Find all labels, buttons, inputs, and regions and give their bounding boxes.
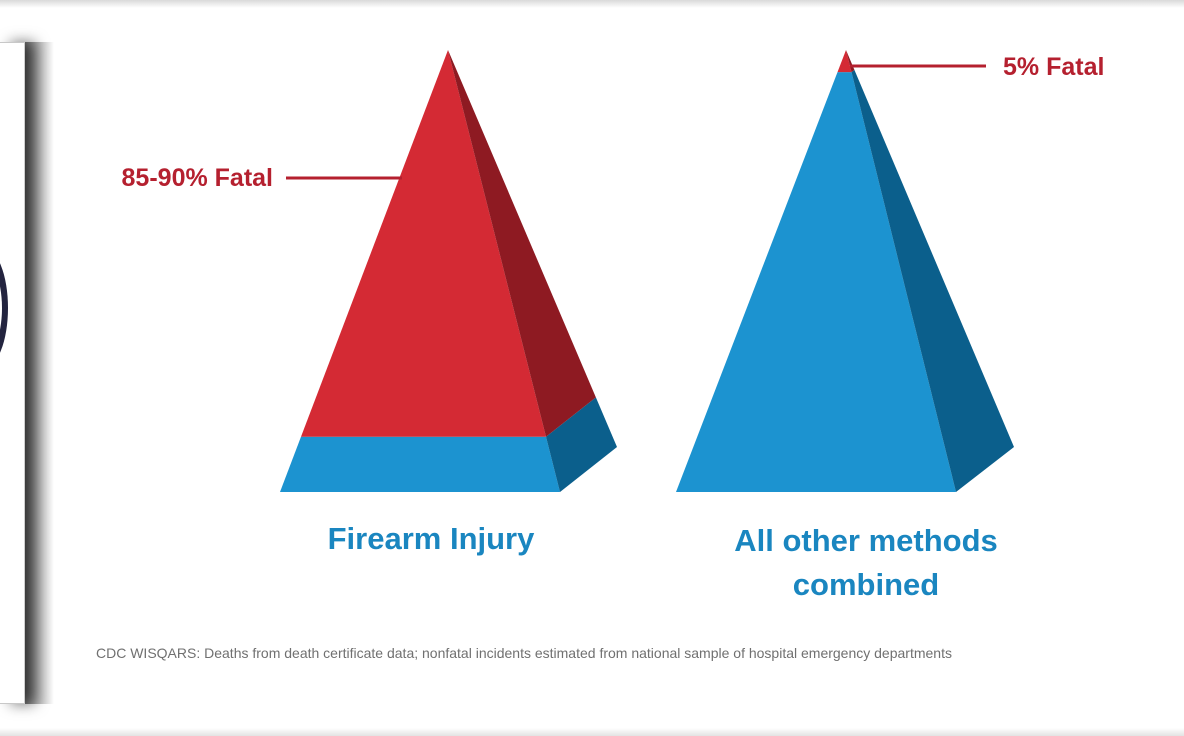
other-methods-pyramid (676, 50, 1014, 492)
nonfatal-side-face (851, 69, 1014, 492)
partial-circle-graphic (0, 248, 8, 368)
nonfatal-side-face (546, 397, 617, 492)
source-note: CDC WISQARS: Deaths from death certifica… (96, 645, 952, 661)
firearm-category-label: Firearm Injury (328, 521, 535, 556)
fatal-front-face (301, 50, 546, 437)
firearm-fatal-label: 85-90% Fatal (122, 164, 273, 192)
panel-shadow (24, 42, 54, 704)
other-fatal-label: 5% Fatal (1003, 53, 1104, 81)
firearm-pyramid (280, 50, 617, 492)
partial-circle-inner (0, 254, 2, 362)
other-category-label-line2: combined (793, 567, 939, 602)
nonfatal-front-face (676, 72, 956, 492)
bottom-border (0, 728, 1184, 736)
other-category-label-line1: All other methods (734, 523, 998, 558)
top-border (0, 0, 1184, 8)
nonfatal-front-face (280, 436, 560, 492)
left-side-panel (0, 42, 25, 704)
left-panel-border (0, 42, 24, 704)
fatal-front-face (837, 50, 852, 73)
fatal-side-face (448, 50, 596, 437)
